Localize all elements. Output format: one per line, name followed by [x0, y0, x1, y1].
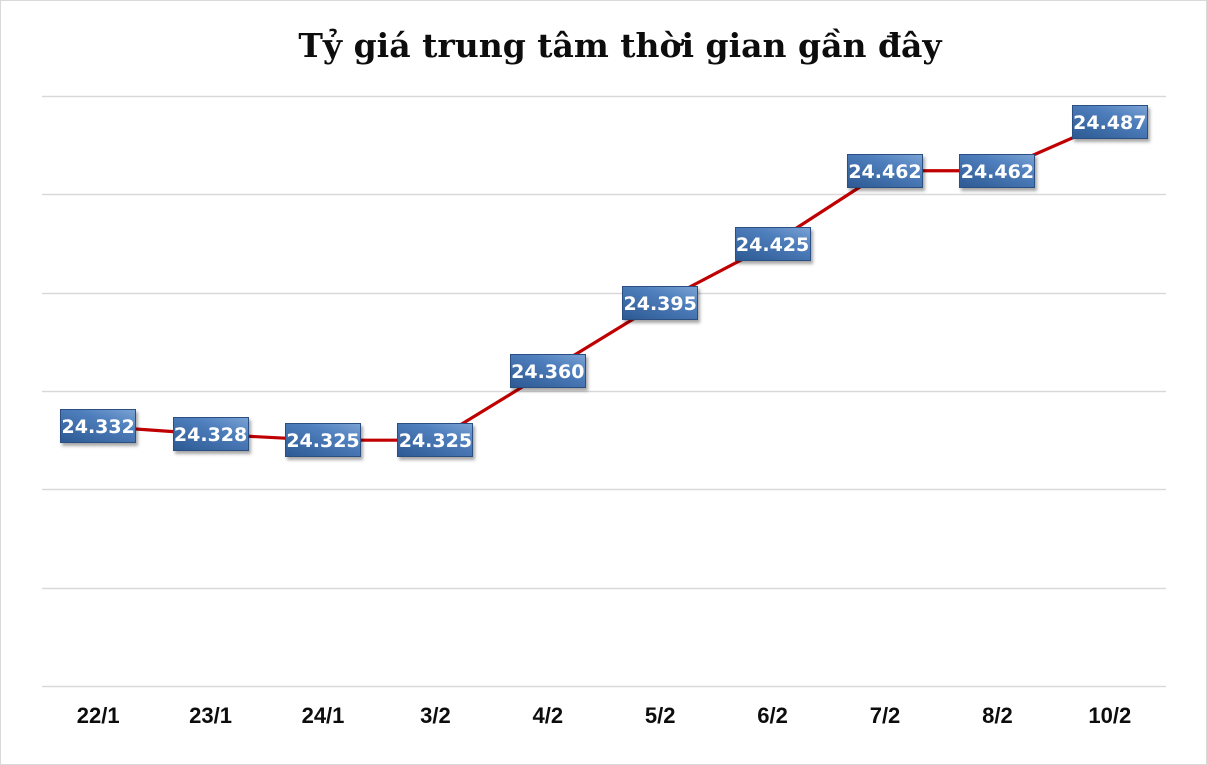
x-axis-label: 24/1 [301, 703, 345, 728]
data-label: 24.395 [622, 285, 699, 320]
x-axis-label: 4/2 [532, 703, 564, 728]
x-axis-label: 6/2 [757, 703, 788, 728]
data-label: 24.332 [60, 409, 137, 444]
data-label: 24.325 [397, 423, 474, 458]
data-label: 24.360 [509, 354, 586, 389]
x-axis-label: 23/1 [189, 703, 232, 728]
x-axis-label: 3/2 [420, 703, 451, 728]
data-label: 24.328 [172, 417, 249, 452]
x-axis-label: 7/2 [869, 703, 901, 728]
chart-title: Tỷ giá trung tâm thời gian gần đây [298, 26, 942, 65]
x-axis-label: 8/2 [982, 703, 1013, 728]
data-line [98, 120, 1111, 442]
x-axis-label: 10/2 [1088, 703, 1132, 728]
gridlines [42, 95, 1166, 688]
data-label: 24.462 [847, 153, 923, 188]
data-label: 24.487 [1071, 104, 1148, 139]
data-label: 24.325 [285, 423, 361, 458]
data-label: 24.425 [734, 226, 811, 261]
x-axis-label: 22/1 [76, 703, 120, 728]
x-axis-label: 5/2 [644, 703, 676, 728]
data-label: 24.462 [959, 153, 1036, 188]
